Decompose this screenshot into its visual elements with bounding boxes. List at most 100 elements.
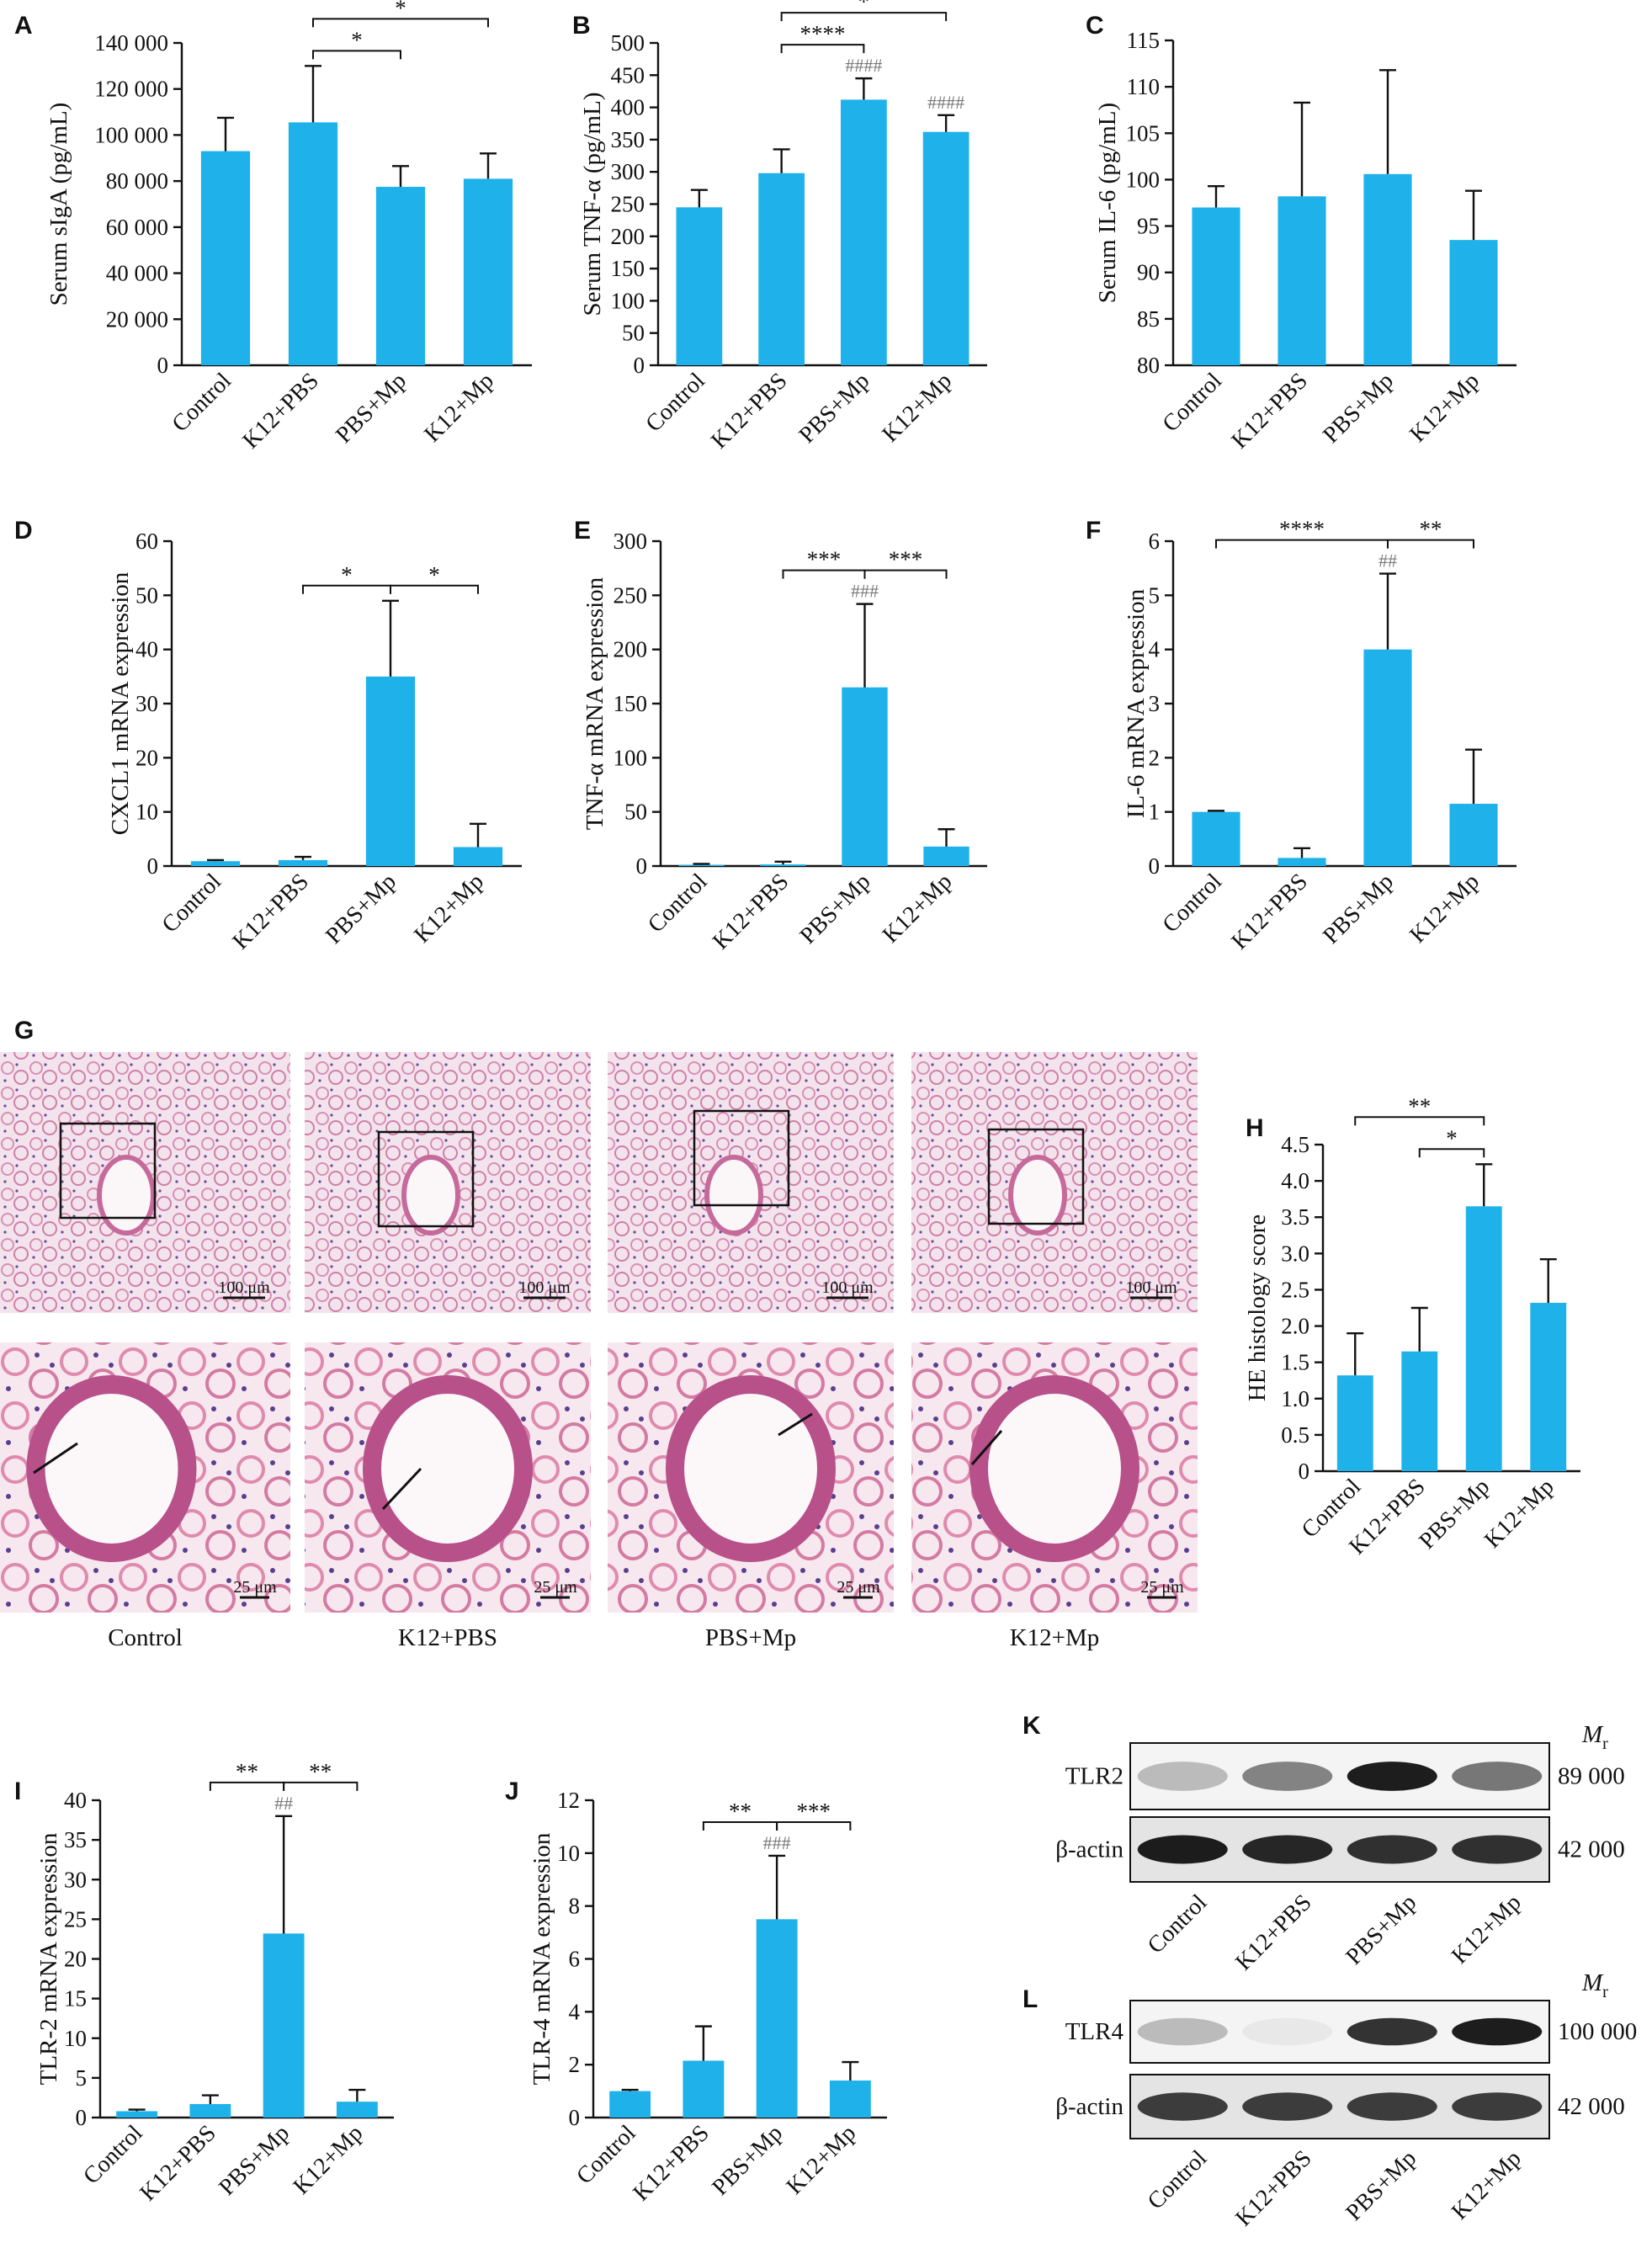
y-tick-label: 20 000 bbox=[106, 306, 168, 332]
bar bbox=[1465, 1206, 1502, 1471]
y-tick-label: 40 bbox=[135, 637, 158, 662]
scale-bar-label: 100 μm bbox=[821, 1278, 874, 1297]
error-bar bbox=[305, 65, 321, 123]
blot-band bbox=[1347, 2092, 1437, 2121]
y-axis-label: HE histology score bbox=[1244, 1214, 1271, 1401]
significance-label: * bbox=[858, 0, 870, 14]
bar bbox=[375, 186, 426, 365]
x-tick-label: PBS+Mp bbox=[321, 869, 401, 949]
significance-label: ** bbox=[1408, 1093, 1431, 1119]
x-tick-label: PBS+Mp bbox=[1318, 368, 1399, 449]
significance-hash: ### bbox=[763, 1832, 791, 1853]
bar bbox=[453, 847, 503, 866]
x-tick-label: K12+PBS bbox=[708, 869, 794, 954]
blot-lane-label: Control bbox=[1143, 1889, 1213, 1959]
bar bbox=[676, 207, 723, 365]
panel-letter: E bbox=[574, 517, 591, 545]
x-tick-label: K12+Mp bbox=[1479, 1474, 1559, 1554]
significance-label: **** bbox=[1279, 517, 1325, 542]
error-bar bbox=[1410, 1306, 1428, 1352]
blot-band bbox=[1347, 1835, 1437, 1864]
blot-lane-label: PBS+Mp bbox=[1341, 1889, 1421, 1970]
error-bar bbox=[275, 1815, 293, 1934]
error-bar bbox=[1208, 184, 1224, 208]
bar bbox=[263, 1933, 305, 2118]
y-tick-label: 5 bbox=[1149, 582, 1161, 608]
y-tick-label: 140 000 bbox=[94, 30, 168, 56]
y-tick-label: 10 bbox=[64, 2026, 87, 2051]
y-tick-label: 2.5 bbox=[1281, 1277, 1309, 1302]
chart-panel: F 0 1 2 3 4 5 6 IL-6 mRNA expression Control K12+P… bbox=[1086, 517, 1517, 954]
blot-band bbox=[1452, 2017, 1543, 2046]
y-tick-label: 2 bbox=[1149, 745, 1161, 770]
y-axis-label: TNF-α mRNA expression bbox=[582, 577, 608, 830]
bar bbox=[841, 99, 887, 366]
significance-bracket bbox=[780, 44, 865, 54]
error-bar bbox=[1293, 847, 1310, 858]
group-label: K12+Mp bbox=[1010, 1624, 1100, 1651]
x-tick-label: K12+PBS bbox=[238, 368, 324, 454]
y-tick-label: 0 bbox=[634, 353, 645, 378]
error-bar bbox=[470, 822, 486, 848]
y-axis-label: Serum sIgA (pg/mL) bbox=[45, 103, 72, 306]
y-tick-label: 250 bbox=[614, 582, 648, 608]
y-tick-label: 350 bbox=[611, 127, 645, 152]
y-axis-label: Serum TNF-α (pg/mL) bbox=[579, 93, 606, 316]
blot-lane-label: Control bbox=[1143, 2145, 1213, 2215]
y-tick-label: 2.0 bbox=[1281, 1314, 1309, 1339]
bar bbox=[1278, 858, 1326, 866]
y-tick-label: 0 bbox=[636, 853, 648, 879]
bar bbox=[116, 2111, 158, 2118]
panel-letter: K bbox=[1023, 1712, 1041, 1740]
error-bar bbox=[1379, 69, 1396, 174]
significance-label: ** bbox=[309, 1759, 332, 1784]
error-bar bbox=[1347, 1331, 1364, 1376]
x-tick-label: K12+PBS bbox=[135, 2120, 220, 2206]
significance-bracket bbox=[1387, 539, 1474, 549]
significance-bracket bbox=[780, 12, 948, 22]
airway-zoom bbox=[969, 1375, 1139, 1562]
y-tick-label: 3.0 bbox=[1281, 1241, 1309, 1266]
y-tick-label: 120 000 bbox=[94, 77, 168, 102]
panel-letter: I bbox=[14, 1778, 21, 1805]
y-tick-label: 0 bbox=[147, 853, 159, 879]
blot-lane-label: K12+Mp bbox=[1447, 1889, 1527, 1969]
y-tick-label: 3.5 bbox=[1281, 1204, 1309, 1230]
y-tick-label: 10 bbox=[557, 1841, 580, 1866]
y-axis-label: TLR-4 mRNA expression bbox=[529, 1832, 555, 2085]
y-tick-label: 20 bbox=[64, 1947, 87, 1972]
error-bar bbox=[1293, 101, 1310, 197]
y-tick-label: 150 bbox=[614, 691, 648, 716]
blot-band bbox=[1452, 2092, 1543, 2121]
x-tick-label: PBS+Mp bbox=[1318, 869, 1399, 949]
error-bar bbox=[201, 2094, 219, 2104]
error-bar bbox=[1475, 1163, 1493, 1207]
y-axis-label: Serum IL-6 (pg/mL) bbox=[1094, 103, 1121, 303]
error-bar bbox=[768, 1854, 786, 1920]
y-tick-label: 85 bbox=[1137, 306, 1160, 332]
y-tick-label: 500 bbox=[611, 30, 645, 56]
panel-letter: C bbox=[1086, 12, 1104, 40]
x-tick-label: Control bbox=[1158, 869, 1228, 938]
bar bbox=[278, 859, 328, 866]
blot-row-label: β-actin bbox=[1055, 1836, 1123, 1863]
airway bbox=[401, 1155, 460, 1236]
significance-bracket bbox=[776, 1820, 852, 1831]
blot-lane-label: K12+PBS bbox=[1230, 1889, 1316, 1975]
bar bbox=[923, 846, 969, 866]
panel-letter: G bbox=[14, 1017, 34, 1044]
y-tick-label: 3 bbox=[1149, 691, 1161, 716]
y-tick-label: 0.5 bbox=[1281, 1422, 1309, 1448]
y-axis-label: IL-6 mRNA expression bbox=[1123, 588, 1150, 818]
x-tick-label: PBS+Mp bbox=[795, 869, 876, 949]
x-tick-label: PBS+Mp bbox=[707, 2120, 788, 2201]
error-bar bbox=[856, 603, 874, 688]
y-tick-label: 80 000 bbox=[106, 168, 168, 194]
chart-panel: C 80 85 90 95 100 105 110 115 Serum IL-6 (pg/mL) C… bbox=[1086, 12, 1517, 454]
bar bbox=[1192, 811, 1240, 866]
x-tick-label: K12+Mp bbox=[1405, 869, 1485, 949]
airway bbox=[704, 1155, 763, 1236]
x-tick-label: K12+PBS bbox=[706, 368, 792, 454]
y-tick-label: 105 bbox=[1126, 120, 1161, 146]
error-bar bbox=[621, 2088, 639, 2091]
